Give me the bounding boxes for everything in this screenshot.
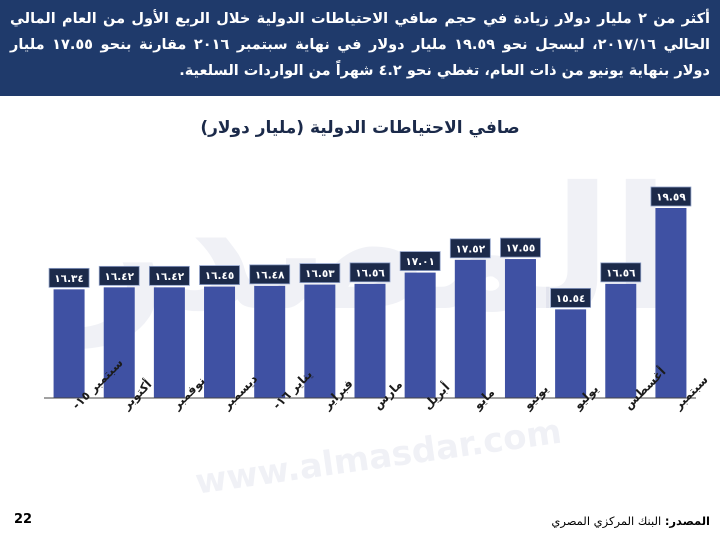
value-label: ١٦.٤٨ (255, 269, 285, 281)
value-label: ١٩.٥٩ (656, 192, 686, 204)
value-label-box (98, 265, 140, 286)
value-label-box (349, 262, 391, 283)
bar (53, 289, 85, 398)
bar (204, 286, 236, 398)
value-label: ١٥.٥٤ (556, 293, 586, 305)
bar (655, 208, 687, 398)
page-number: 22 (14, 512, 33, 527)
value-label: ١٧.٥٢ (455, 243, 485, 255)
bar (153, 287, 185, 398)
value-labels-group: ١٦.٣٤ ١٦.٤٢ ١٦.٤٢ ١٦.٤٥ ١٦.٤٨ ١٦.٥٣ ١٦.٥٦ ١٧.٠١… (48, 186, 692, 308)
value-label: ١٦.٥٦ (606, 267, 636, 279)
value-label-box (199, 265, 240, 286)
value-label-box (650, 186, 692, 207)
value-label-box (550, 287, 592, 308)
bar (103, 287, 135, 398)
bar (605, 283, 637, 398)
value-label-box (299, 263, 341, 284)
source-text: البنك المركزي المصري (551, 514, 665, 528)
bars-group (53, 208, 687, 398)
value-label-box (600, 262, 642, 283)
bar (555, 309, 587, 398)
value-label-box (148, 265, 190, 286)
value-label: ١٦.٥٣ (305, 268, 335, 280)
bar (504, 259, 536, 398)
bar (254, 285, 286, 398)
source-note: المصدر: البنك المركزي المصري (551, 514, 710, 528)
chart-title: صافي الاحتياطات الدولية (مليار دولار) (200, 118, 520, 138)
headline-banner: أكثر من ٢ مليار دولار زيادة في حجم صافي … (0, 0, 720, 96)
bar (354, 283, 386, 398)
watermark-url: www.almasdar.com (193, 412, 564, 503)
value-label-box (399, 251, 441, 271)
value-label-box (449, 238, 491, 259)
value-label-box (249, 264, 291, 285)
value-label-box (500, 237, 541, 258)
source-label: المصدر: (664, 514, 710, 528)
headline-text: أكثر من ٢ مليار دولار زيادة في حجم صافي … (10, 11, 710, 79)
value-label: ١٦.٥٦ (355, 267, 385, 279)
bar (454, 259, 486, 398)
value-label: ١٦.٤٢ (155, 271, 185, 283)
bar (404, 272, 436, 398)
value-label: ١٦.٤٢ (104, 271, 134, 283)
value-label: ١٧.٥٥ (506, 243, 536, 255)
bar (304, 284, 336, 398)
value-label: ١٦.٤٥ (205, 270, 235, 282)
value-label: ١٧.٠١ (405, 256, 435, 268)
value-label: ١٦.٣٤ (54, 273, 84, 285)
value-label-box (48, 267, 90, 288)
